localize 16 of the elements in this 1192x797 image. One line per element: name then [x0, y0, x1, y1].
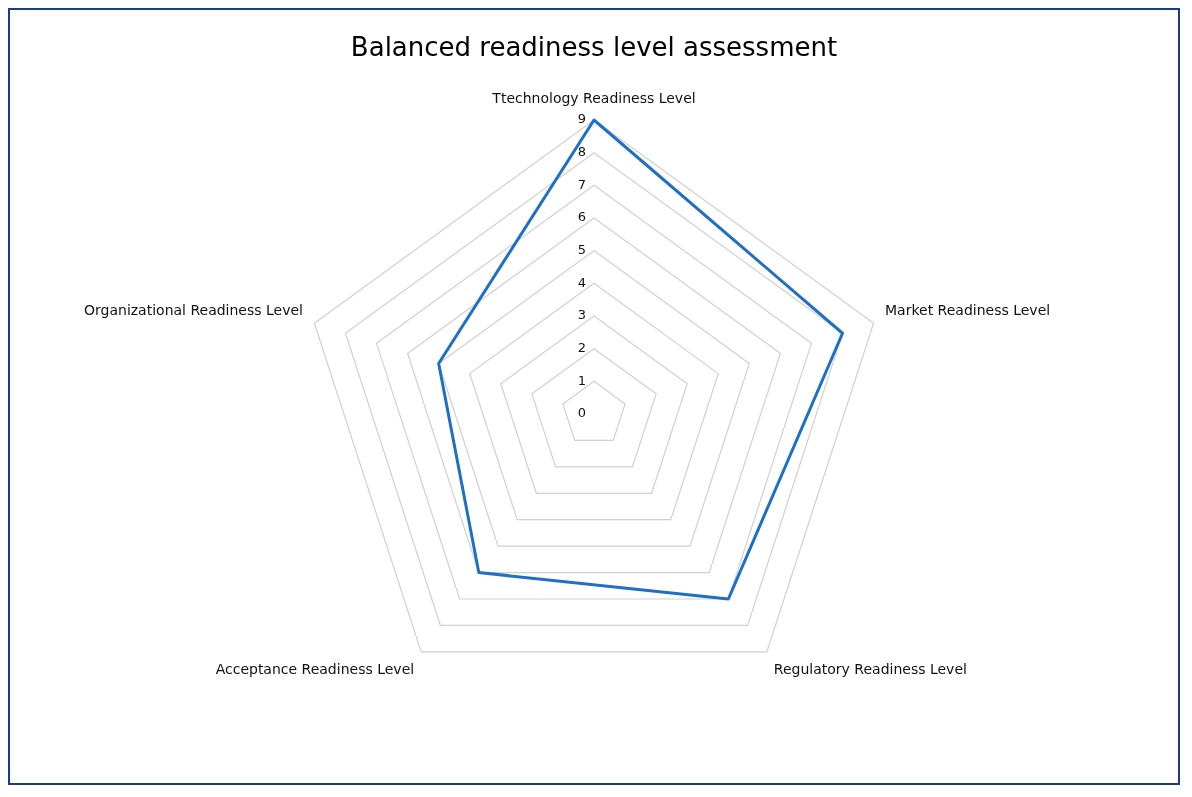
spoke-label: Regulatory Readiness Level — [773, 660, 967, 677]
y-tick-label: 4 — [577, 274, 586, 290]
y-tick-label: 5 — [577, 242, 586, 258]
y-tick-label: 8 — [577, 144, 586, 160]
y-tick-label: 9 — [577, 111, 586, 127]
spoke-label: Organizational Readiness Level — [84, 301, 303, 318]
chart-title: Balanced readiness level assessment — [350, 32, 838, 63]
y-tick-label: 3 — [577, 307, 586, 323]
spoke-label: Acceptance Readiness Level — [215, 660, 415, 677]
spoke-label: Market Readiness Level — [885, 301, 1051, 318]
spoke-label: Ttechnology Readiness Level — [491, 90, 696, 107]
y-tick-label: 1 — [577, 372, 586, 388]
y-tick-label: 6 — [577, 209, 586, 225]
y-tick-label: 7 — [577, 176, 586, 192]
y-tick-label: 2 — [577, 340, 586, 356]
y-tick-label: 0 — [577, 405, 586, 421]
